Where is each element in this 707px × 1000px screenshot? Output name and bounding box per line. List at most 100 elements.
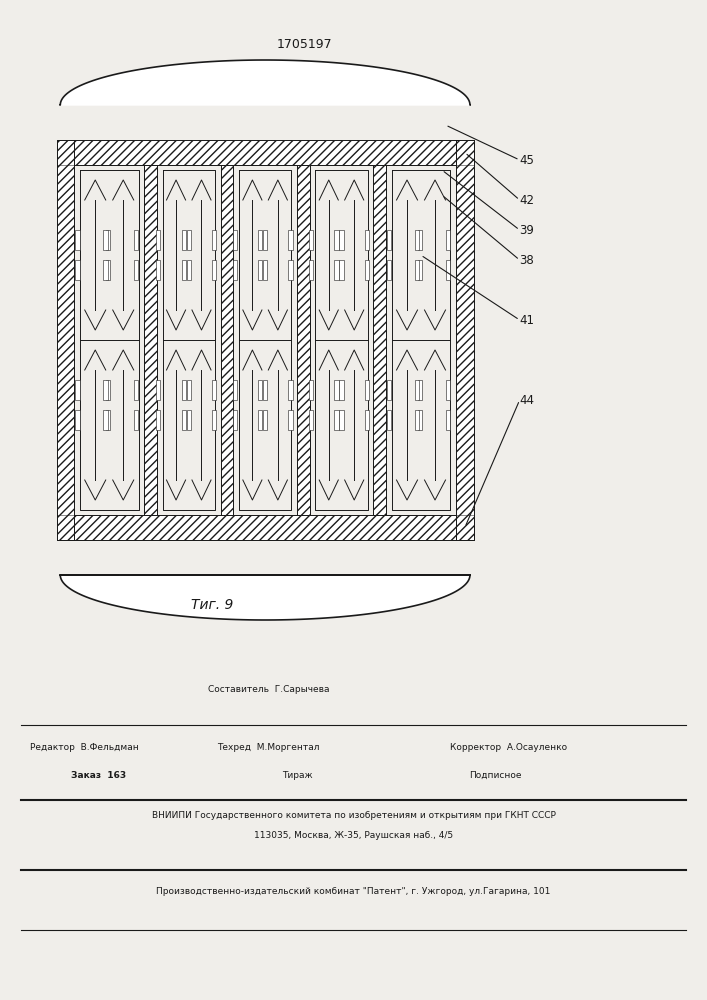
Bar bbox=[258, 380, 262, 400]
Bar bbox=[387, 410, 392, 430]
Bar bbox=[134, 260, 138, 280]
Bar bbox=[233, 230, 237, 250]
Polygon shape bbox=[60, 60, 470, 105]
Text: Редактор  В.Фельдман: Редактор В.Фельдман bbox=[30, 742, 139, 752]
Bar bbox=[106, 260, 110, 280]
Bar bbox=[57, 140, 74, 540]
Text: 42: 42 bbox=[520, 194, 534, 207]
Text: Составитель  Г.Сарычева: Составитель Г.Сарычева bbox=[208, 686, 329, 694]
Bar bbox=[187, 230, 191, 250]
Bar bbox=[156, 260, 160, 280]
Bar bbox=[415, 410, 419, 430]
Bar bbox=[182, 410, 186, 430]
Bar bbox=[182, 380, 186, 400]
Bar bbox=[258, 410, 262, 430]
Bar bbox=[339, 260, 344, 280]
Bar bbox=[182, 230, 186, 250]
Bar bbox=[212, 410, 216, 430]
Text: Техред  М.Моргентал: Техред М.Моргентал bbox=[218, 742, 320, 752]
Bar bbox=[339, 380, 344, 400]
Bar bbox=[103, 230, 107, 250]
Bar bbox=[144, 165, 157, 515]
Text: Заказ  163: Заказ 163 bbox=[71, 770, 126, 780]
Bar bbox=[57, 140, 74, 540]
Text: Τиг. 9: Τиг. 9 bbox=[191, 598, 233, 612]
Bar bbox=[156, 380, 160, 400]
Bar bbox=[103, 380, 107, 400]
Text: И-И: И-И bbox=[236, 68, 259, 82]
Text: 39: 39 bbox=[520, 224, 534, 236]
Bar bbox=[106, 380, 110, 400]
Bar bbox=[233, 260, 237, 280]
Bar bbox=[309, 380, 313, 400]
Bar bbox=[76, 230, 80, 250]
Text: 113035, Москва, Ж-35, Раушская наб., 4/5: 113035, Москва, Ж-35, Раушская наб., 4/5 bbox=[254, 830, 453, 840]
Bar bbox=[387, 380, 392, 400]
Text: 41: 41 bbox=[520, 314, 534, 326]
Bar bbox=[334, 260, 339, 280]
Bar bbox=[106, 230, 110, 250]
Text: 1705197: 1705197 bbox=[276, 38, 332, 51]
Bar bbox=[415, 260, 419, 280]
Bar bbox=[57, 515, 474, 540]
Text: 45: 45 bbox=[520, 153, 534, 166]
Bar bbox=[212, 260, 216, 280]
Bar bbox=[263, 260, 267, 280]
Bar bbox=[415, 380, 419, 400]
Bar bbox=[76, 410, 80, 430]
Text: Корректор  А.Осауленко: Корректор А.Осауленко bbox=[450, 742, 568, 752]
Bar bbox=[103, 410, 107, 430]
Bar bbox=[76, 380, 80, 400]
Bar bbox=[445, 380, 450, 400]
Bar bbox=[106, 410, 110, 430]
Bar bbox=[57, 140, 474, 165]
Bar bbox=[387, 260, 392, 280]
Bar bbox=[415, 230, 419, 250]
Bar bbox=[297, 165, 310, 515]
Bar bbox=[156, 410, 160, 430]
Bar bbox=[288, 380, 293, 400]
Bar bbox=[334, 410, 339, 430]
Bar bbox=[134, 230, 138, 250]
Bar bbox=[373, 165, 386, 515]
Bar bbox=[221, 165, 233, 515]
Bar bbox=[445, 230, 450, 250]
Bar bbox=[144, 165, 157, 515]
Text: 38: 38 bbox=[520, 253, 534, 266]
Bar bbox=[263, 410, 267, 430]
Bar bbox=[339, 230, 344, 250]
Bar bbox=[418, 260, 422, 280]
Bar bbox=[182, 260, 186, 280]
Bar bbox=[365, 410, 369, 430]
Bar bbox=[445, 410, 450, 430]
Bar bbox=[212, 380, 216, 400]
Bar bbox=[334, 380, 339, 400]
Bar bbox=[156, 230, 160, 250]
Bar bbox=[212, 230, 216, 250]
Bar bbox=[373, 165, 386, 515]
Bar bbox=[339, 410, 344, 430]
Bar bbox=[258, 230, 262, 250]
Bar bbox=[288, 260, 293, 280]
Bar bbox=[187, 260, 191, 280]
Bar bbox=[387, 230, 392, 250]
Bar bbox=[288, 410, 293, 430]
Bar bbox=[263, 380, 267, 400]
Bar bbox=[221, 165, 233, 515]
Bar bbox=[456, 140, 474, 540]
Bar bbox=[365, 230, 369, 250]
Bar bbox=[309, 260, 313, 280]
Bar bbox=[263, 230, 267, 250]
Bar bbox=[187, 380, 191, 400]
Bar bbox=[418, 380, 422, 400]
Bar bbox=[418, 410, 422, 430]
Bar bbox=[134, 410, 138, 430]
Bar bbox=[57, 140, 474, 165]
Bar bbox=[309, 410, 313, 430]
Text: 44: 44 bbox=[520, 393, 534, 406]
Bar bbox=[233, 380, 237, 400]
Bar bbox=[187, 410, 191, 430]
Bar bbox=[365, 260, 369, 280]
Text: Тираж: Тираж bbox=[281, 770, 312, 780]
Bar bbox=[445, 260, 450, 280]
